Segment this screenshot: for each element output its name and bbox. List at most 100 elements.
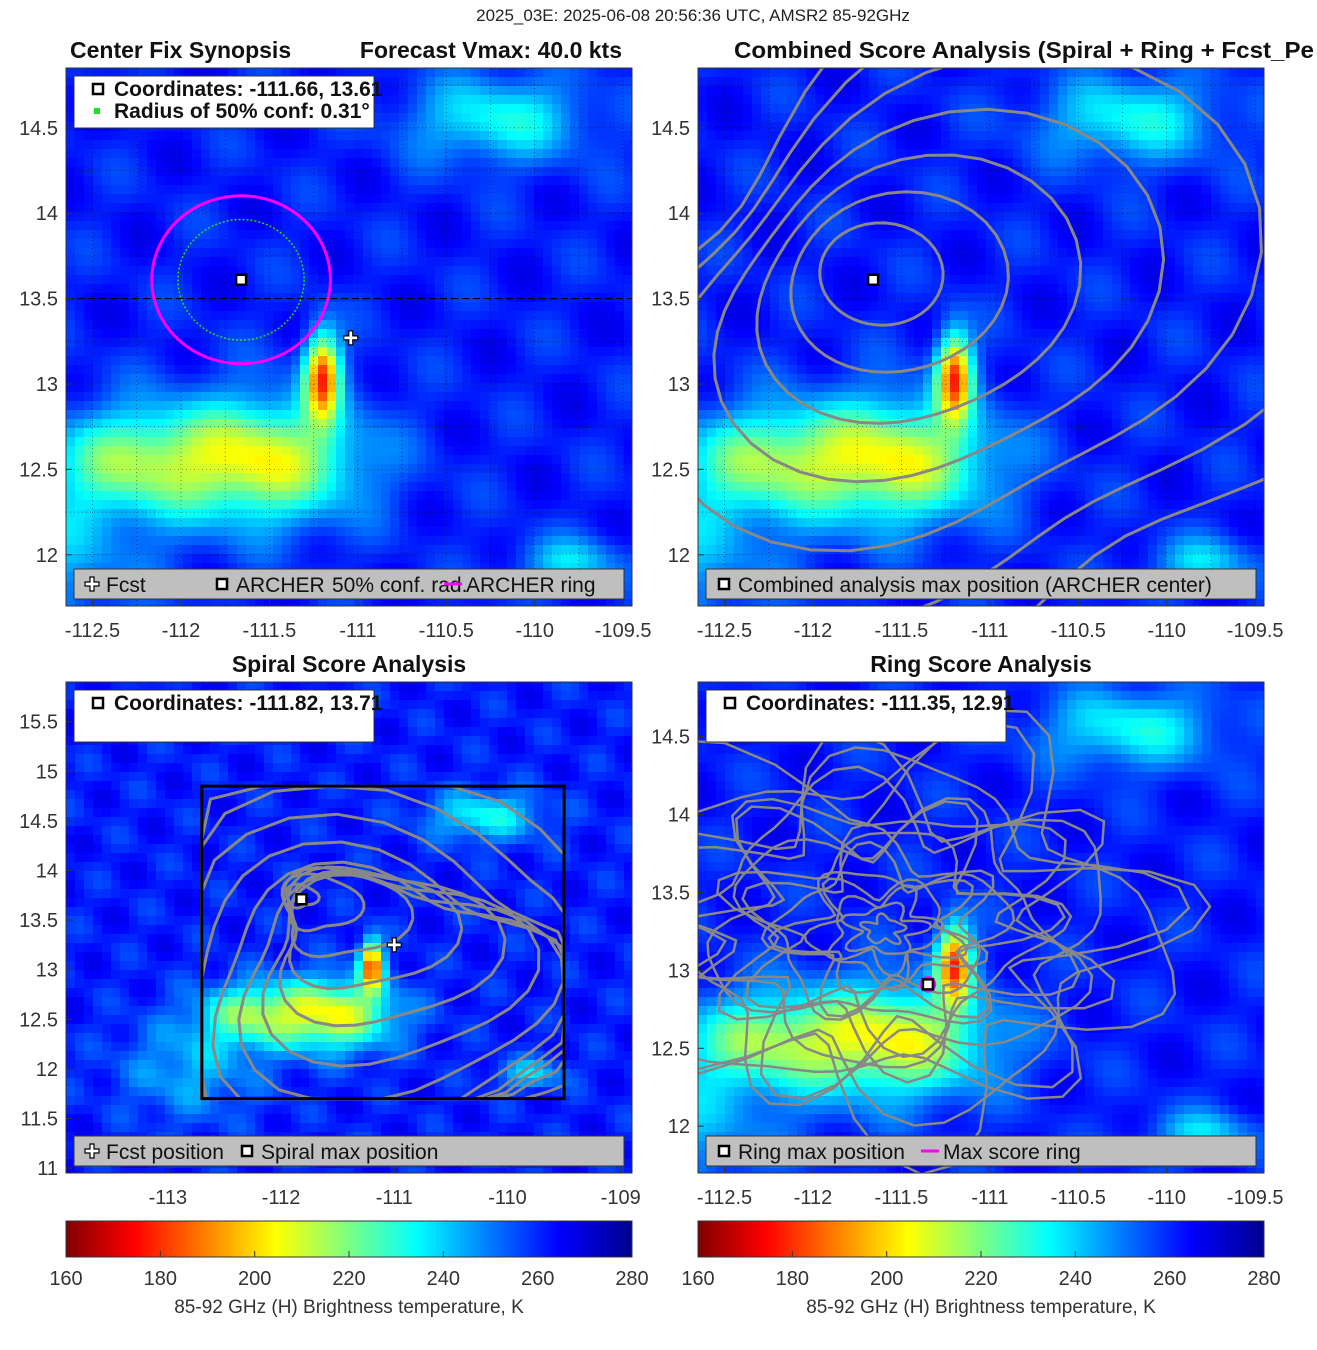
y-tick-label: 14 bbox=[36, 860, 58, 882]
panel-title: Ring Score Analysis bbox=[870, 651, 1092, 677]
max-score-ring bbox=[919, 976, 937, 993]
x-tick-label: -112.5 bbox=[697, 620, 752, 642]
x-tick-label: -111 bbox=[971, 620, 1008, 642]
colorbar-tick-label: 220 bbox=[332, 1268, 365, 1290]
y-tick-label: 13.5 bbox=[19, 910, 58, 932]
legend-box bbox=[73, 1135, 625, 1167]
x-tick-label: -110.5 bbox=[419, 620, 474, 642]
combined-contour bbox=[789, 190, 1010, 374]
x-tick-label: -112 bbox=[794, 620, 833, 642]
x-tick-label: -110.5 bbox=[1051, 620, 1106, 642]
ring-contour bbox=[698, 729, 1102, 1107]
y-tick-label: 14 bbox=[36, 203, 58, 225]
combined-contour bbox=[698, 68, 1263, 553]
y-tick-label: 14.5 bbox=[651, 118, 690, 140]
colorbar-tick-label: 220 bbox=[964, 1268, 997, 1290]
y-tick-label: 13.5 bbox=[651, 882, 690, 904]
ring-contour bbox=[717, 800, 1073, 1059]
combined-contour bbox=[712, 107, 1166, 484]
combined-max-marker bbox=[866, 273, 880, 287]
panel-title: Spiral Score Analysis bbox=[232, 651, 466, 677]
ring-contour bbox=[803, 877, 969, 992]
brightness-heatmap bbox=[66, 682, 632, 1173]
x-tick-label: -112 bbox=[794, 1187, 833, 1209]
ring-score-contours bbox=[698, 708, 1212, 1173]
y-tick-label: 12.5 bbox=[651, 459, 690, 481]
y-tick-label: 15.5 bbox=[19, 712, 58, 734]
y-tick-label: 13.5 bbox=[651, 289, 690, 311]
axes-frame bbox=[65, 67, 633, 607]
ring-contour bbox=[698, 797, 1116, 1069]
combined-contour bbox=[698, 68, 1264, 606]
ring-contour bbox=[698, 765, 1106, 1100]
grid-lines bbox=[698, 68, 1264, 606]
x-tick-label: -112 bbox=[262, 1187, 301, 1209]
ring-contour bbox=[858, 912, 908, 946]
x-tick-label: -112.5 bbox=[697, 1187, 752, 1209]
y-tick-label: 13 bbox=[668, 960, 690, 982]
info-line: Coordinates: -111.66, 13.61 bbox=[114, 78, 383, 101]
colorbar-tick-label: 260 bbox=[1153, 1268, 1186, 1290]
y-tick-label: 13.5 bbox=[19, 289, 58, 311]
legend-label: Fcst bbox=[106, 574, 146, 597]
x-tick-label: -109.5 bbox=[595, 620, 652, 642]
axes-frame bbox=[697, 67, 1265, 607]
x-tick-label: -112.5 bbox=[65, 620, 120, 642]
combined-score-analysis-panel: -112.5 -112 -111.5 -111 -110.5 -110 -109.5 12 12… bbox=[651, 37, 1314, 642]
info-box bbox=[73, 689, 375, 743]
colorbar-label: 85-92 GHz (H) Brightness temperature, K bbox=[806, 1297, 1156, 1318]
colorbar-tick-label: 180 bbox=[776, 1268, 809, 1290]
panel-title: Center Fix Synopsis bbox=[70, 37, 291, 63]
legend-label: ARCHER bbox=[236, 574, 325, 597]
ring-contour bbox=[741, 822, 1016, 1021]
spiral-contour bbox=[211, 860, 566, 1101]
y-tick-label: 11 bbox=[37, 1158, 58, 1180]
x-tick-label: -111 bbox=[376, 1187, 413, 1209]
axes-frame bbox=[697, 681, 1265, 1174]
x-tick-label: -110 bbox=[488, 1187, 527, 1209]
x-tick-label: -110.5 bbox=[1051, 1187, 1106, 1209]
colorbar-label: 85-92 GHz (H) Brightness temperature, K bbox=[174, 1297, 524, 1318]
x-tick-label: -111.5 bbox=[875, 620, 929, 642]
ring-contour bbox=[698, 708, 1177, 1173]
colorbar-tick-label: 260 bbox=[521, 1268, 554, 1290]
colorbar-tick-label: 280 bbox=[1247, 1268, 1280, 1290]
x-tick-label: -110 bbox=[515, 620, 554, 642]
forecast-marker bbox=[386, 937, 402, 953]
legend-box bbox=[705, 1135, 1257, 1167]
confidence-ring bbox=[177, 218, 305, 341]
y-tick-label: 14.5 bbox=[19, 118, 58, 140]
ring-score-analysis-panel: -112.5 -112 -111.5 -111 -110.5 -110 -109.5 12 12… bbox=[651, 651, 1284, 1209]
spiral-max-marker bbox=[295, 892, 308, 906]
x-tick-label: -109.5 bbox=[1227, 620, 1284, 642]
legend-label: Ring max position bbox=[738, 1141, 905, 1164]
info-line: Coordinates: -111.82, 13.71 bbox=[114, 692, 383, 715]
brightness-heatmap bbox=[698, 68, 1264, 606]
y-tick-label: 13 bbox=[36, 960, 58, 982]
ring-contour bbox=[698, 746, 1191, 1100]
combined-contour bbox=[698, 68, 1264, 606]
spiral-score-analysis-panel: -113 -112 -111 -110 -109 11 11.5 12 12.5 13 13.5 14… bbox=[19, 651, 641, 1209]
x-tick-label: -109.5 bbox=[1227, 1187, 1284, 1209]
y-tick-label: 12 bbox=[36, 1059, 58, 1081]
colorbar-tick-label: 160 bbox=[49, 1268, 82, 1290]
y-tick-label: 14.5 bbox=[651, 727, 690, 749]
legend-label: Fcst position bbox=[106, 1141, 224, 1164]
ring-contour bbox=[706, 797, 1081, 1084]
y-tick-label: 14 bbox=[668, 203, 690, 225]
legend-label: Spiral max position bbox=[261, 1141, 438, 1164]
x-tick-label: -111.5 bbox=[875, 1187, 929, 1209]
y-tick-label: 12 bbox=[668, 1116, 690, 1138]
ring-contour bbox=[827, 884, 945, 978]
combined-contour bbox=[755, 153, 1083, 425]
info-box bbox=[73, 75, 375, 129]
archer-ring bbox=[150, 194, 332, 366]
y-tick-label: 11.5 bbox=[21, 1108, 58, 1130]
y-tick-label: 15 bbox=[36, 761, 58, 783]
legend-label: Max score ring bbox=[943, 1141, 1081, 1164]
colorbar-tick-label: 200 bbox=[870, 1268, 903, 1290]
ring-contour bbox=[716, 831, 1066, 1025]
y-tick-label: 12.5 bbox=[19, 1009, 58, 1031]
legend-box bbox=[73, 568, 625, 600]
